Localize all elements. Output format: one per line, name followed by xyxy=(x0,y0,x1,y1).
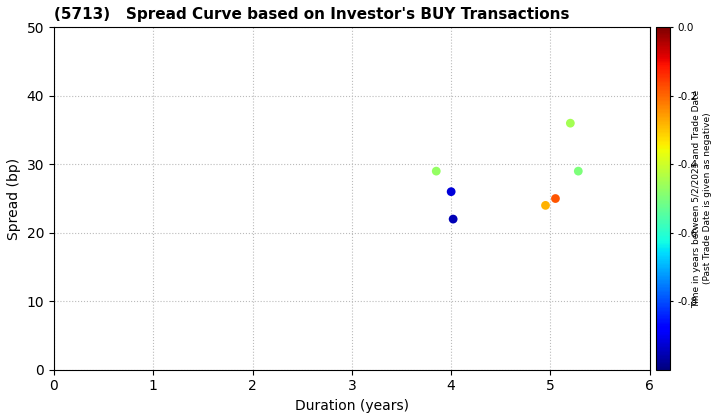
Point xyxy=(564,120,576,126)
Text: (5713)   Spread Curve based on Investor's BUY Transactions: (5713) Spread Curve based on Investor's … xyxy=(54,7,570,22)
X-axis label: Duration (years): Duration (years) xyxy=(294,399,409,413)
Point xyxy=(447,216,459,223)
Y-axis label: Time in years between 5/2/2025 and Trade Date
(Past Trade Date is given as negat: Time in years between 5/2/2025 and Trade… xyxy=(692,89,711,308)
Point xyxy=(572,168,584,174)
Point xyxy=(431,168,442,174)
Point xyxy=(549,195,561,202)
Point xyxy=(446,188,457,195)
Point xyxy=(540,202,552,209)
Y-axis label: Spread (bp): Spread (bp) xyxy=(7,158,21,239)
